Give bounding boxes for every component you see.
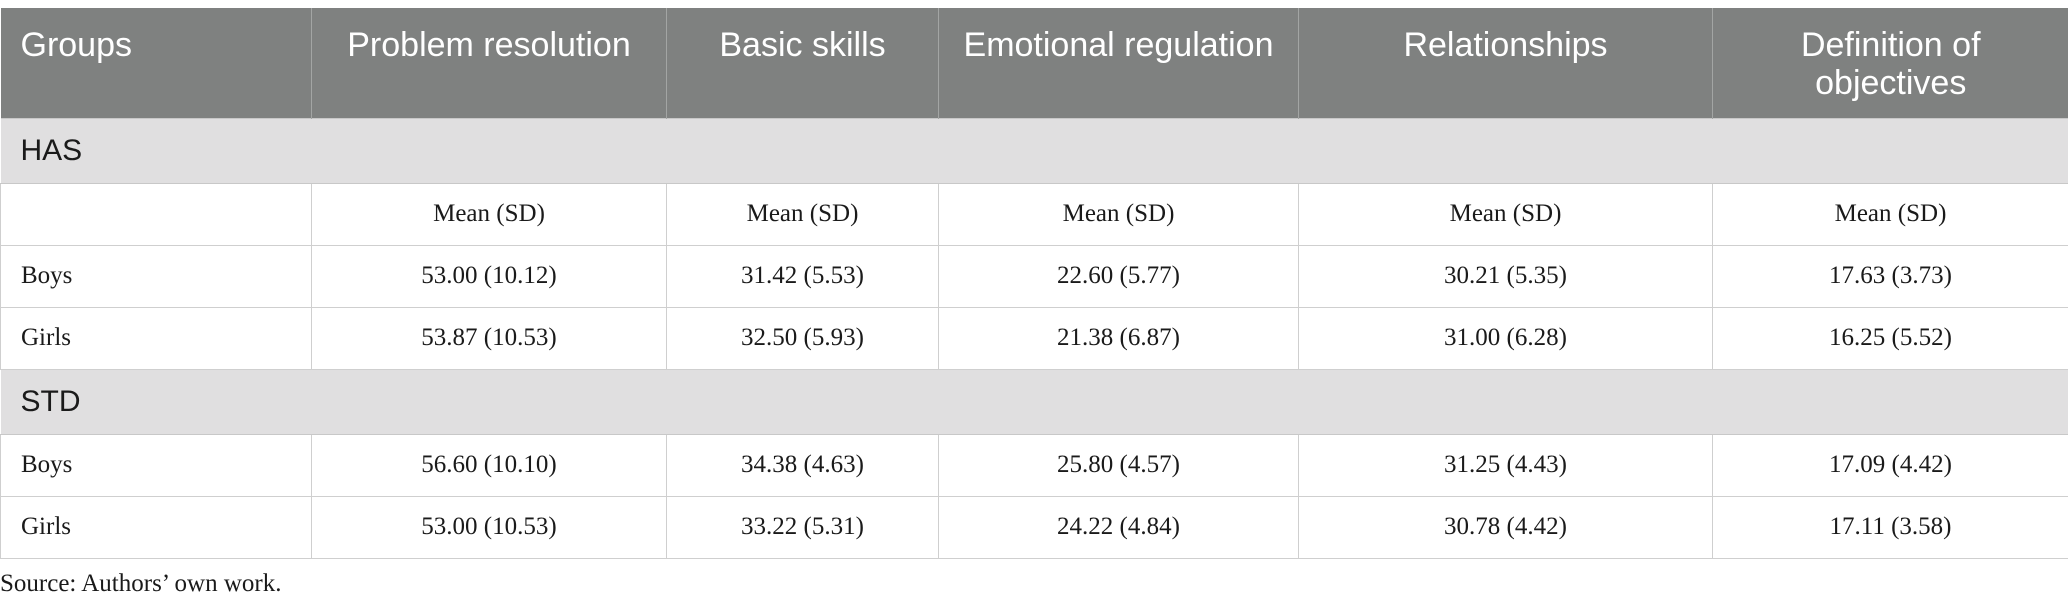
group-row-std: STD: [0, 368, 2068, 435]
table-cell: 53.87 (10.53): [311, 306, 667, 370]
header-relationships: Relationships: [1298, 8, 1713, 118]
subheader-cell: Mean (SD): [938, 182, 1299, 246]
table-cell: 30.21 (5.35): [1298, 244, 1713, 308]
subheader-cell: Mean (SD): [1298, 182, 1713, 246]
table-cell: 53.00 (10.53): [311, 495, 667, 559]
table-cell: 21.38 (6.87): [938, 306, 1299, 370]
row-label: Girls: [0, 306, 312, 370]
table-cell: 22.60 (5.77): [938, 244, 1299, 308]
table-cell: 17.63 (3.73): [1712, 244, 2068, 308]
table-row: Boys 53.00 (10.12) 31.42 (5.53) 22.60 (5…: [0, 244, 2068, 308]
subheader-cell: Mean (SD): [311, 182, 667, 246]
table-row: Boys 56.60 (10.10) 34.38 (4.63) 25.80 (4…: [0, 433, 2068, 497]
table-body: HAS Mean (SD) Mean (SD) Mean (SD) Mean (…: [0, 117, 2068, 559]
header-definition-of-objectives: Definition of objectives: [1712, 8, 2068, 118]
subheader-cell: Mean (SD): [666, 182, 939, 246]
table-cell: 32.50 (5.93): [666, 306, 939, 370]
table-cell: 25.80 (4.57): [938, 433, 1299, 497]
table-cell: 56.60 (10.10): [311, 433, 667, 497]
table-cell: 17.09 (4.42): [1712, 433, 2068, 497]
header-groups: Groups: [0, 8, 312, 118]
header-basic-skills: Basic skills: [666, 8, 939, 118]
source-note: Source: Authors’ own work.: [0, 570, 282, 597]
table-cell: 16.25 (5.52): [1712, 306, 2068, 370]
subheader-row: Mean (SD) Mean (SD) Mean (SD) Mean (SD) …: [0, 182, 2068, 246]
subheader-cell: Mean (SD): [1712, 182, 2068, 246]
table-cell: 31.00 (6.28): [1298, 306, 1713, 370]
subheader-cell: [0, 182, 312, 246]
table-cell: 24.22 (4.84): [938, 495, 1299, 559]
row-label: Boys: [0, 244, 312, 308]
header-emotional-regulation: Emotional regulation: [938, 8, 1299, 118]
table-cell: 30.78 (4.42): [1298, 495, 1713, 559]
table-cell: 33.22 (5.31): [666, 495, 939, 559]
table-row: Girls 53.87 (10.53) 32.50 (5.93) 21.38 (…: [0, 306, 2068, 370]
table-cell: 31.25 (4.43): [1298, 433, 1713, 497]
group-label: STD: [0, 368, 2068, 435]
table-cell: 34.38 (4.63): [666, 433, 939, 497]
table-cell: 31.42 (5.53): [666, 244, 939, 308]
row-label: Boys: [0, 433, 312, 497]
table-container: Groups Problem resolution Basic skills E…: [0, 8, 2068, 559]
header-row: Groups Problem resolution Basic skills E…: [0, 8, 2068, 118]
data-table: Groups Problem resolution Basic skills E…: [0, 8, 2068, 559]
table-header: Groups Problem resolution Basic skills E…: [0, 8, 2068, 118]
table-cell: 53.00 (10.12): [311, 244, 667, 308]
group-label: HAS: [0, 117, 2068, 184]
group-row-has: HAS: [0, 117, 2068, 184]
table-cell: 17.11 (3.58): [1712, 495, 2068, 559]
row-label: Girls: [0, 495, 312, 559]
table-row: Girls 53.00 (10.53) 33.22 (5.31) 24.22 (…: [0, 495, 2068, 559]
header-problem-resolution: Problem resolution: [311, 8, 667, 118]
